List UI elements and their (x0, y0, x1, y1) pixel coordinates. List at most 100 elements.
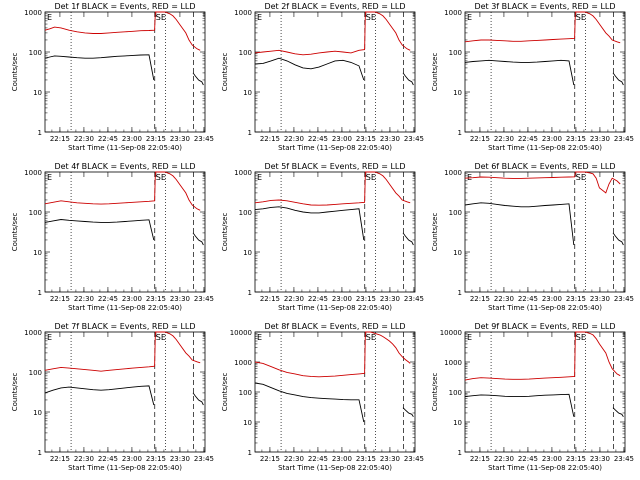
x-axis-label: Start Time (11-Sep-08 22:05:40) (488, 464, 602, 472)
x-tick-label: 23:30 (590, 455, 610, 463)
y-tick-label: 10 (453, 249, 462, 257)
series-line-black (254, 57, 365, 81)
chart-title: Det 5f BLACK = Events, RED = LLD (264, 162, 405, 171)
x-tick-label: 23:15 (356, 295, 376, 303)
x-tick-label: 22:45 (308, 135, 328, 143)
plot-frame (254, 11, 416, 133)
chart-panel-6: Det 6f BLACK = Events, RED = LLD 1 10 100 10… (431, 162, 634, 312)
x-tick-label: 23:15 (146, 135, 166, 143)
series-line-red (464, 331, 621, 381)
x-axis-label: Start Time (11-Sep-08 22:05:40) (68, 464, 182, 472)
y-tick-label: 1 (248, 449, 252, 457)
y-tick-label: 100 (239, 209, 252, 217)
chart-title: Det 4f BLACK = Events, RED = LLD (54, 162, 195, 171)
plot-frame (464, 331, 626, 453)
plot-frame (254, 171, 416, 293)
x-tick-label: 23:00 (332, 455, 352, 463)
y-tick-label: 10000 (230, 329, 252, 337)
y-tick-label: 1000 (24, 9, 42, 17)
chart-panel-7: Det 7f BLACK = Events, RED = LLD 1 10 100 10… (11, 322, 214, 472)
marker-label-e: E (257, 173, 262, 182)
chart-title: Det 8f BLACK = Events, RED = LLD (264, 322, 405, 331)
marker-label-e: E (47, 13, 52, 22)
x-tick-label: 23:30 (380, 295, 400, 303)
chart-title: Det 1f BLACK = Events, RED = LLD (54, 2, 195, 11)
x-tick-label: 22:30 (494, 295, 514, 303)
series-line-red (44, 171, 201, 211)
x-axis-label: Start Time (11-Sep-08 22:05:40) (488, 144, 602, 152)
y-tick-label: 1 (458, 449, 462, 457)
x-tick-label: 22:15 (470, 455, 490, 463)
series-line-red (464, 11, 621, 44)
marker-label-e: E (47, 333, 52, 342)
y-tick-label: 100 (29, 49, 42, 57)
marker-label-se: SE (156, 173, 166, 182)
series-line-black (254, 206, 365, 241)
x-tick-label: 22:15 (260, 455, 280, 463)
x-tick-label: 22:30 (284, 295, 304, 303)
y-tick-label: 1000 (444, 169, 462, 177)
series-line-black (612, 407, 624, 417)
y-axis-label: Counts/sec (221, 373, 229, 412)
x-tick-label: 23:00 (122, 135, 142, 143)
x-tick-label: 23:15 (356, 135, 376, 143)
x-tick-label: 23:15 (146, 295, 166, 303)
x-tick-label: 22:45 (98, 295, 118, 303)
marker-label-se: SE (156, 13, 166, 22)
x-tick-label: 23:45 (404, 135, 424, 143)
y-axis-label: Counts/sec (11, 53, 19, 92)
series-line-black (44, 219, 155, 241)
series-line-black (254, 382, 365, 423)
x-tick-label: 22:15 (50, 135, 70, 143)
x-axis-label: Start Time (11-Sep-08 22:05:40) (488, 304, 602, 312)
y-axis-label: Counts/sec (431, 213, 439, 252)
x-tick-label: 22:45 (98, 455, 118, 463)
y-tick-label: 1 (458, 289, 462, 297)
y-axis-label: Counts/sec (431, 373, 439, 412)
series-line-black (402, 232, 414, 246)
x-tick-label: 23:30 (590, 135, 610, 143)
plot-frame (254, 331, 416, 453)
marker-label-se: SE (366, 333, 376, 342)
x-tick-label: 22:15 (470, 135, 490, 143)
marker-label-e: E (257, 333, 262, 342)
series-line-red (254, 331, 411, 378)
series-line-black (464, 393, 575, 417)
x-tick-label: 22:30 (284, 455, 304, 463)
x-tick-label: 23:45 (614, 135, 634, 143)
y-tick-label: 100 (29, 369, 42, 377)
y-tick-label: 100 (449, 49, 462, 57)
x-tick-label: 23:45 (194, 295, 214, 303)
series-line-red (44, 11, 201, 51)
x-tick-label: 23:45 (404, 455, 424, 463)
x-tick-label: 22:45 (308, 295, 328, 303)
chart-title: Det 9f BLACK = Events, RED = LLD (474, 322, 615, 331)
series-line-black (402, 407, 414, 417)
series-line-black (464, 59, 575, 86)
x-axis-label: Start Time (11-Sep-08 22:05:40) (278, 304, 392, 312)
chart-panel-9: Det 9f BLACK = Events, RED = LLD 1 10 100 10… (431, 322, 634, 472)
y-tick-label: 1 (38, 289, 42, 297)
x-tick-label: 23:30 (170, 135, 190, 143)
chart-panel-8: Det 8f BLACK = Events, RED = LLD 1 10 100 10… (221, 322, 424, 472)
series-line-black (192, 392, 204, 406)
x-tick-label: 22:15 (50, 455, 70, 463)
y-tick-label: 1 (248, 289, 252, 297)
marker-label-se: SE (576, 333, 586, 342)
chart-title: Det 7f BLACK = Events, RED = LLD (54, 322, 195, 331)
x-tick-label: 22:30 (74, 295, 94, 303)
chart-title: Det 2f BLACK = Events, RED = LLD (264, 2, 405, 11)
x-tick-label: 22:45 (518, 295, 538, 303)
chart-panel-5: Det 5f BLACK = Events, RED = LLD 1 10 100 10… (221, 162, 424, 312)
chart-title: Det 3f BLACK = Events, RED = LLD (474, 2, 615, 11)
x-axis-label: Start Time (11-Sep-08 22:05:40) (278, 144, 392, 152)
x-tick-label: 23:00 (542, 295, 562, 303)
marker-label-e: E (467, 333, 472, 342)
marker-label-e: E (467, 13, 472, 22)
plot-frame (44, 11, 206, 133)
y-tick-label: 10 (243, 249, 252, 257)
y-tick-label: 1000 (444, 9, 462, 17)
marker-label-se: SE (156, 333, 166, 342)
plot-frame (44, 331, 206, 453)
x-tick-label: 23:30 (170, 295, 190, 303)
